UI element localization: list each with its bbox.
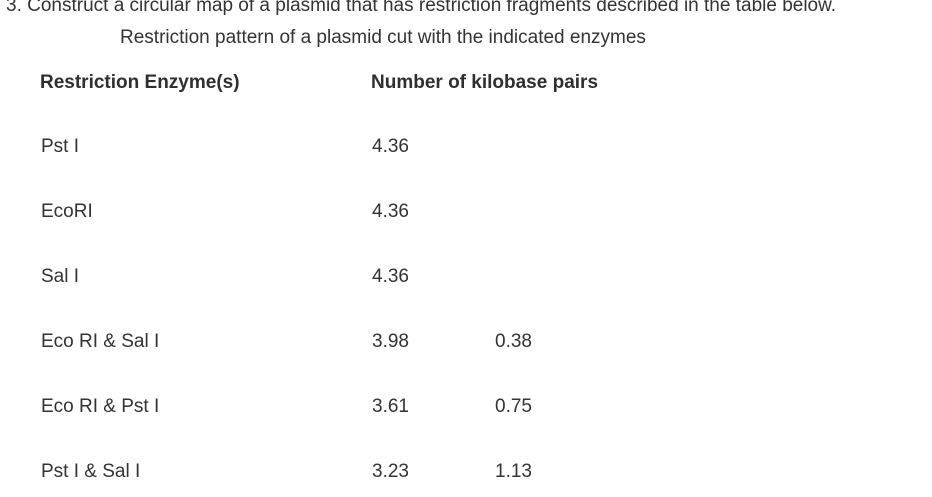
fragment-size-1: 3.61 xyxy=(372,396,409,417)
fragment-size-1: 4.36 xyxy=(372,266,409,287)
table-row: Pst I 4.36 xyxy=(0,134,932,160)
question-text: 3. Construct a circular map of a plasmid… xyxy=(6,0,837,16)
fragment-size-1: 3.23 xyxy=(372,461,409,482)
column-header-kilobase-pairs: Number of kilobase pairs xyxy=(371,72,599,93)
table-row: Eco RI & Sal I 3.98 0.38 xyxy=(0,329,932,355)
table-row: Pst I & Sal I 3.23 1.13 xyxy=(0,459,932,485)
fragment-size-1: 4.36 xyxy=(372,136,409,157)
enzyme-name: Eco RI & Pst I xyxy=(41,396,160,417)
enzyme-name: EcoRI xyxy=(41,201,93,222)
fragment-size-1: 4.36 xyxy=(372,201,409,222)
enzyme-name: Pst I & Sal I xyxy=(41,461,141,482)
table-caption: Restriction pattern of a plasmid cut wit… xyxy=(120,27,646,48)
enzyme-name: Pst I xyxy=(41,136,80,157)
fragment-size-2: 1.13 xyxy=(495,461,532,482)
table-row: Sal I 4.36 xyxy=(0,264,932,290)
fragment-size-1: 3.98 xyxy=(372,331,409,352)
enzyme-name: Eco RI & Sal I xyxy=(41,331,160,352)
fragment-size-2: 0.75 xyxy=(495,396,532,417)
column-header-enzyme: Restriction Enzyme(s) xyxy=(40,72,240,93)
table-row: EcoRI 4.36 xyxy=(0,199,932,225)
enzyme-name: Sal I xyxy=(41,266,80,287)
table-row: Eco RI & Pst I 3.61 0.75 xyxy=(0,394,932,420)
fragment-size-2: 0.38 xyxy=(495,331,532,352)
